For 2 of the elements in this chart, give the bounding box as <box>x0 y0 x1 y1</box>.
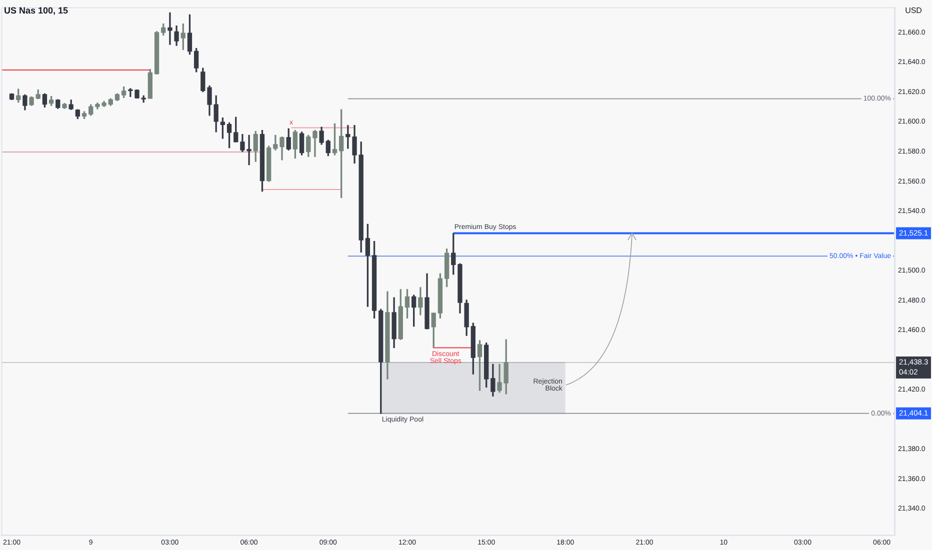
y-axis-title: USD <box>905 6 922 16</box>
chart-title: US Nas 100, 15 <box>4 5 68 16</box>
